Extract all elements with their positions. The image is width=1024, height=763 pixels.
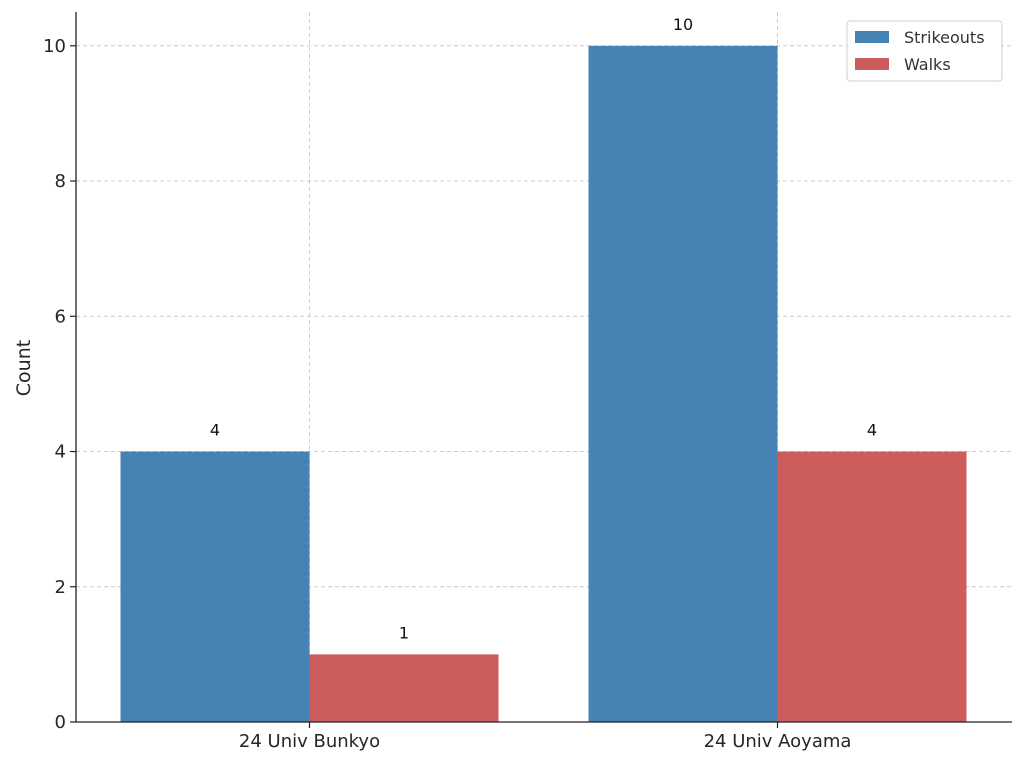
y-tick-label: 10 bbox=[43, 36, 66, 57]
y-tick-label: 0 bbox=[55, 712, 66, 733]
data-label: 10 bbox=[673, 15, 693, 34]
x-tick-label: 24 Univ Bunkyo bbox=[239, 731, 380, 752]
y-axis-label: Count bbox=[13, 340, 35, 396]
bar-strikeouts bbox=[588, 45, 778, 723]
data-label: 1 bbox=[399, 623, 409, 642]
legend-swatch bbox=[855, 58, 889, 70]
y-tick-label: 8 bbox=[55, 171, 66, 192]
axes-layer: 0 2 4 6 8 10 24 Univ Bunkyo 24 Univ Aoyama bbox=[43, 12, 1012, 752]
bar-walks bbox=[309, 654, 499, 722]
data-label: 4 bbox=[210, 421, 220, 440]
bar-walks bbox=[777, 451, 967, 722]
data-labels-layer: 4 1 10 4 bbox=[210, 15, 877, 643]
y-tick-label: 2 bbox=[55, 577, 66, 598]
legend: Strikeouts Walks bbox=[846, 20, 1003, 82]
y-tick-label: 4 bbox=[55, 442, 66, 463]
y-tick-label: 6 bbox=[55, 306, 66, 327]
legend-label: Strikeouts bbox=[904, 28, 985, 47]
x-tick-label: 24 Univ Aoyama bbox=[704, 731, 852, 752]
bar-strikeouts bbox=[120, 451, 310, 722]
data-label: 4 bbox=[867, 421, 877, 440]
legend-swatch bbox=[855, 31, 889, 43]
bars-layer bbox=[120, 45, 967, 723]
legend-label: Walks bbox=[904, 55, 951, 74]
